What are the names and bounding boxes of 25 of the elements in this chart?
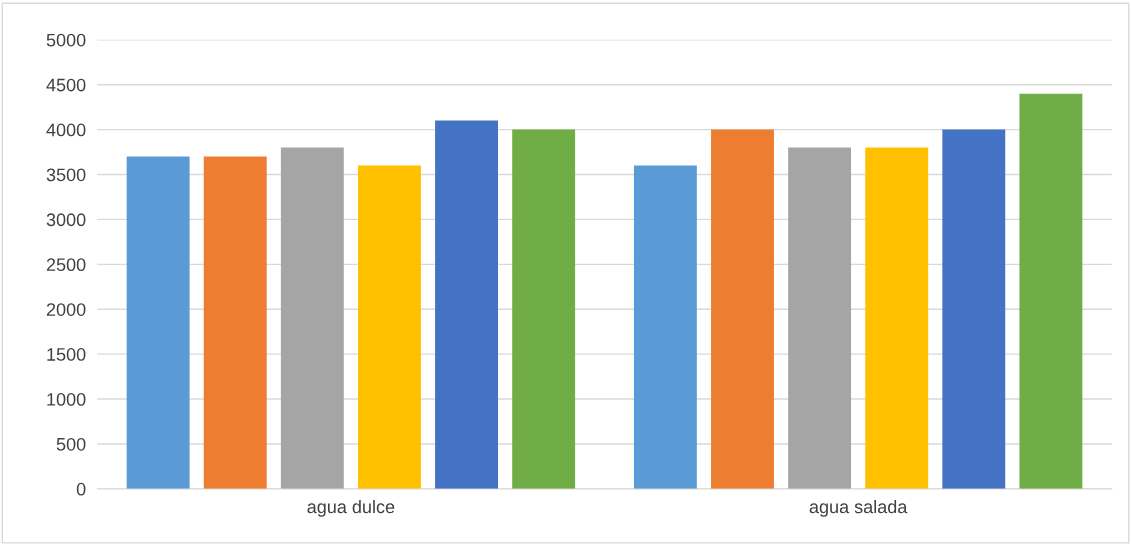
x-tick-label: agua dulce bbox=[307, 499, 395, 517]
bar bbox=[126, 156, 190, 489]
y-tick-label: 3000 bbox=[46, 213, 86, 227]
bar bbox=[942, 129, 1006, 489]
y-tick-label: 2500 bbox=[46, 258, 86, 272]
bar bbox=[280, 147, 344, 489]
y-tick-label: 500 bbox=[56, 437, 86, 451]
y-tick-label: 1500 bbox=[47, 348, 86, 361]
bar bbox=[711, 129, 774, 489]
y-tick-label: 5000 bbox=[46, 33, 86, 47]
bar bbox=[435, 120, 498, 489]
bar bbox=[357, 165, 421, 489]
bar bbox=[865, 147, 929, 489]
y-tick-label: 4000 bbox=[46, 123, 86, 137]
y-tick-label: 3500 bbox=[46, 168, 86, 182]
y-tick-label: 4500 bbox=[46, 78, 86, 92]
y-tick-label: 0 bbox=[76, 482, 86, 496]
y-tick-label: 1000 bbox=[47, 392, 86, 406]
y-tick-label: 2000 bbox=[46, 303, 86, 316]
bar bbox=[788, 147, 852, 489]
x-tick-label: agua salada bbox=[809, 499, 908, 517]
bar bbox=[203, 156, 267, 489]
bar bbox=[1019, 93, 1083, 489]
bar bbox=[512, 129, 576, 489]
bar bbox=[633, 165, 697, 489]
